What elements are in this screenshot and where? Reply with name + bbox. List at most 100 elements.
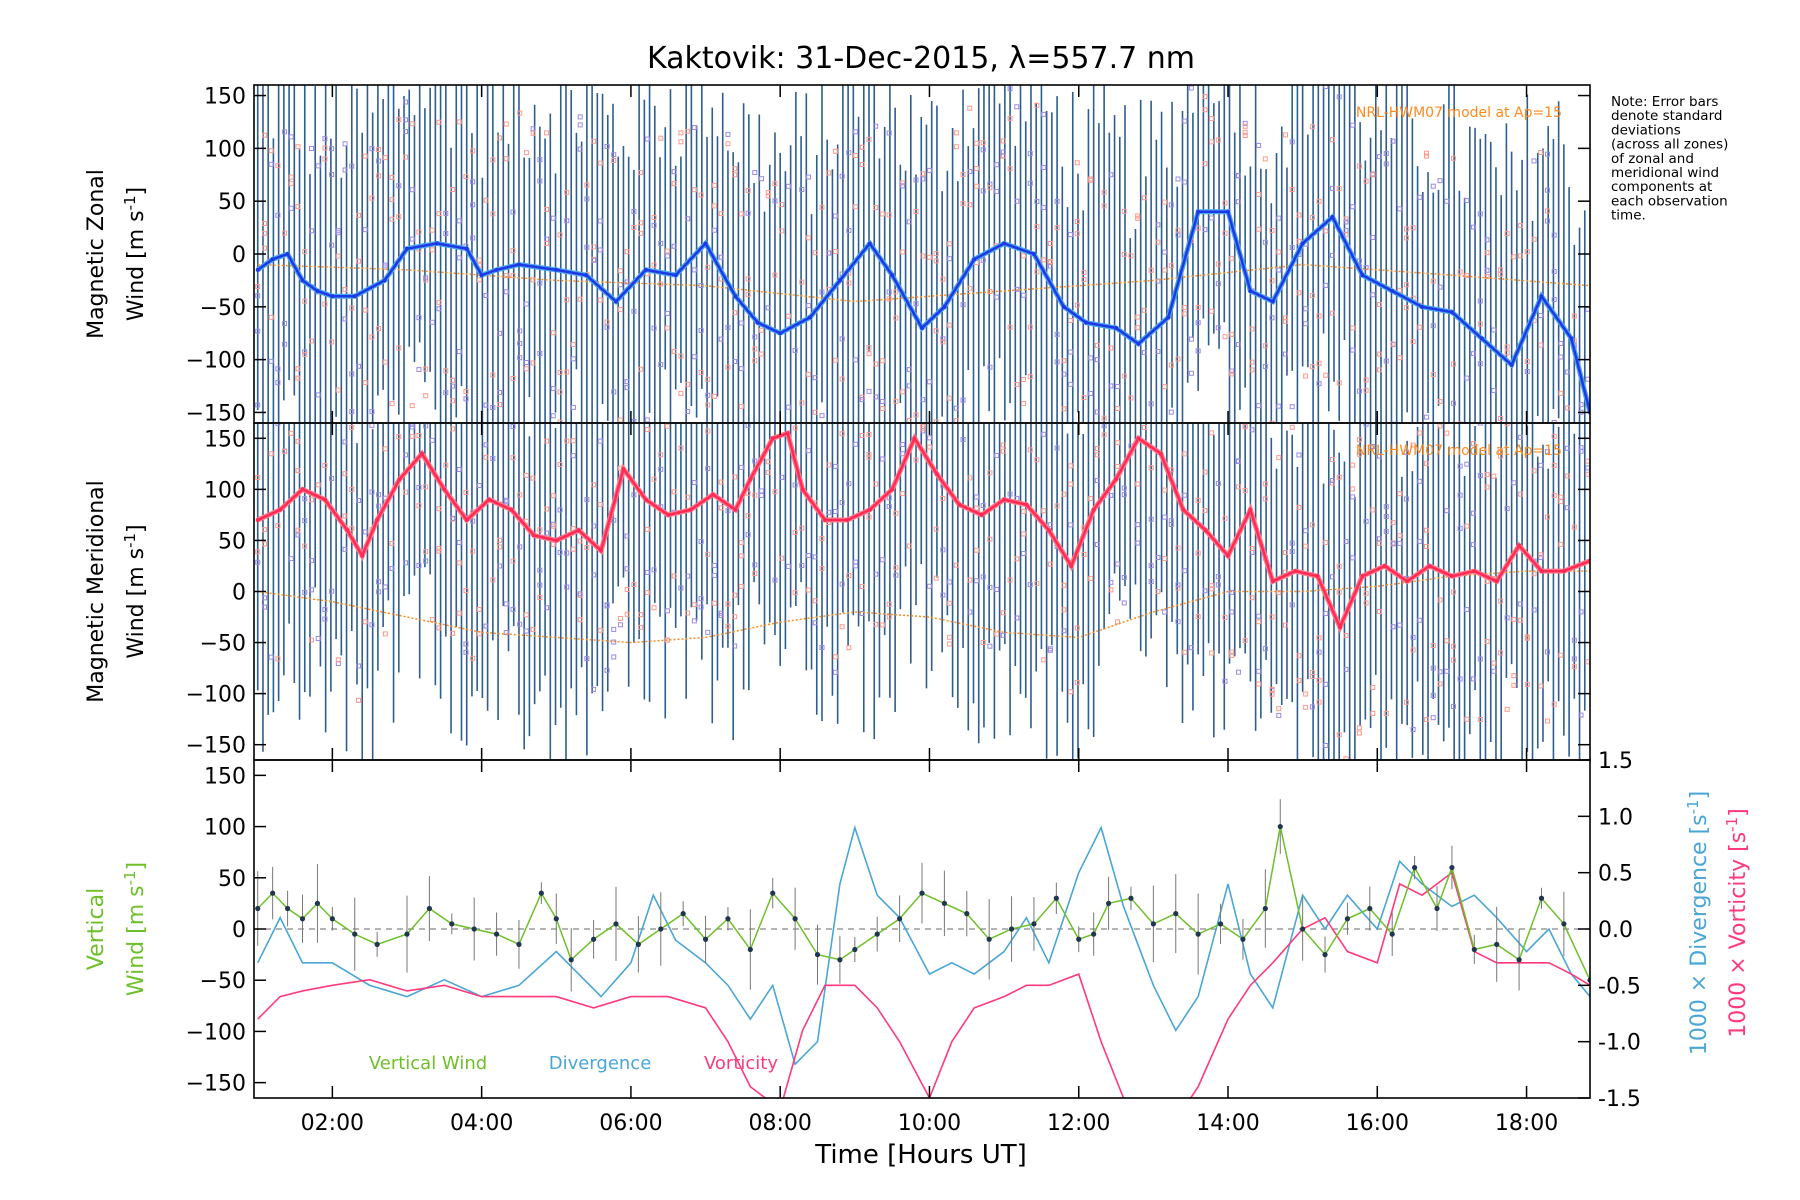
zone-point xyxy=(1195,348,1201,354)
zone-point xyxy=(705,629,711,635)
zone-point xyxy=(355,663,361,669)
zone-point xyxy=(1544,218,1550,224)
zone-point xyxy=(1450,589,1456,595)
zone-point xyxy=(651,222,657,228)
zone-point xyxy=(859,161,865,167)
zone-point xyxy=(1262,646,1268,652)
zone-point xyxy=(275,212,281,218)
zone-point xyxy=(450,426,456,432)
zone-point xyxy=(1054,503,1060,509)
zone-point xyxy=(839,624,845,630)
vertical-point xyxy=(471,926,477,932)
zone-point xyxy=(490,211,496,217)
zone-point xyxy=(416,229,422,235)
zone-point xyxy=(1383,504,1389,510)
zone-point xyxy=(611,654,617,660)
zone-point xyxy=(1242,133,1248,139)
wind-point xyxy=(584,273,589,278)
legend-vorticity: Vorticity xyxy=(704,1053,778,1074)
zone-point xyxy=(269,404,273,408)
zone-point xyxy=(1081,551,1087,557)
zone-point xyxy=(873,394,879,400)
zone-point xyxy=(846,481,852,487)
zone-point xyxy=(1539,425,1543,429)
zone-point xyxy=(1417,430,1423,436)
zone-point xyxy=(1356,163,1362,169)
zone-point xyxy=(765,459,771,465)
vertical-point xyxy=(568,957,574,963)
zone-point xyxy=(826,462,832,468)
zone-point xyxy=(376,579,382,585)
zone-point xyxy=(1343,666,1349,672)
vertical-point xyxy=(426,905,432,912)
zone-point xyxy=(873,621,879,627)
zone-point xyxy=(1101,415,1107,421)
meridional-wind-halo xyxy=(256,429,1590,634)
wind-point xyxy=(1069,563,1074,568)
zone-point xyxy=(1323,228,1329,234)
zone-point xyxy=(1175,585,1181,591)
wind-point xyxy=(554,267,559,272)
y-tick-label: 0 xyxy=(232,243,246,268)
zone-point xyxy=(517,328,523,334)
vertical-point xyxy=(1173,911,1179,917)
zone-point xyxy=(490,455,496,461)
zone-point xyxy=(1363,423,1369,427)
wind-point xyxy=(1427,563,1432,568)
zone-point xyxy=(926,167,932,173)
zone-point xyxy=(1544,208,1550,214)
zone-point xyxy=(1262,363,1268,369)
zone-point xyxy=(1068,522,1074,528)
wind-point xyxy=(621,466,626,471)
zone-point xyxy=(866,345,872,351)
zone-point xyxy=(1269,420,1275,423)
wind-point xyxy=(1300,241,1305,246)
right-tick-label: -0.5 xyxy=(1598,974,1641,999)
zone-point xyxy=(705,402,711,408)
zone-point xyxy=(1021,531,1027,537)
zone-point xyxy=(476,257,482,263)
wind-point xyxy=(1226,209,1231,214)
zone-point xyxy=(799,186,805,192)
wind-point xyxy=(442,487,447,492)
vorticity-axis-end: ] xyxy=(1726,808,1751,817)
zone-point xyxy=(873,123,879,129)
zone-point xyxy=(859,584,865,590)
zone-point xyxy=(679,410,683,414)
zone-point xyxy=(1558,652,1564,658)
wind-point xyxy=(770,436,775,441)
chart-title: Kaktovik: 31-Dec-2015, λ=557.7 nm xyxy=(647,41,1195,76)
panel-zonal: NRL-HWM07 model at Ap=15−150−100−5005010… xyxy=(84,84,1591,429)
zone-point xyxy=(1242,488,1248,494)
zone-point xyxy=(933,419,939,423)
zone-point xyxy=(1363,387,1369,393)
wind-point xyxy=(1031,252,1036,256)
zone-point xyxy=(1088,496,1094,502)
zone-point xyxy=(476,606,482,612)
y-tick-label: −100 xyxy=(186,683,246,708)
zone-point xyxy=(1202,94,1208,100)
zone-point xyxy=(1430,323,1436,329)
zone-point xyxy=(1565,505,1571,511)
zone-point xyxy=(483,197,489,203)
zone-point xyxy=(933,328,939,334)
x-tick-label: 08:00 xyxy=(748,1111,811,1136)
zone-point xyxy=(1343,216,1349,222)
zone-point xyxy=(1034,102,1040,108)
zone-point xyxy=(712,572,718,578)
zone-point xyxy=(893,315,899,321)
zone-point xyxy=(1000,149,1006,155)
zone-point xyxy=(335,253,341,259)
zone-point xyxy=(1424,414,1430,420)
wind-point xyxy=(554,538,559,543)
zone-point xyxy=(1041,431,1047,437)
zone-point xyxy=(1383,514,1389,520)
zone-point xyxy=(315,163,321,169)
note-line: each observation xyxy=(1611,193,1728,209)
zone-point xyxy=(866,431,872,437)
zone-point xyxy=(436,506,442,512)
zone-point xyxy=(759,492,765,498)
zone-point xyxy=(517,621,523,627)
zone-point xyxy=(906,543,912,549)
zone-point xyxy=(456,119,462,125)
